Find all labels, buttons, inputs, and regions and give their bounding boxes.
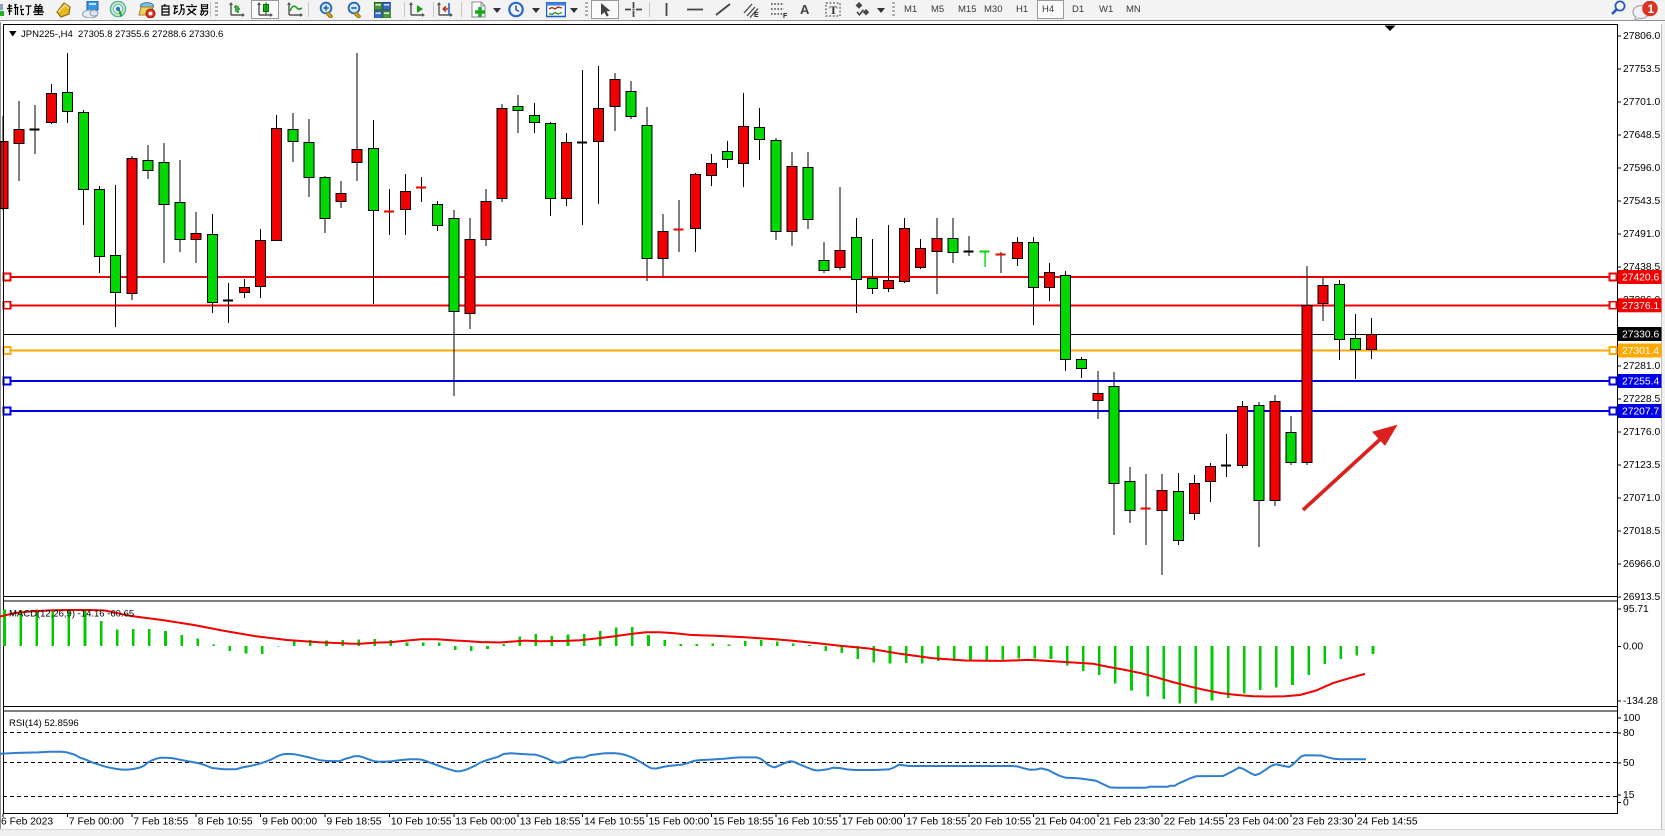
svg-text:27071.0: 27071.0 xyxy=(1623,493,1660,504)
svg-text:20 Feb 10:55: 20 Feb 10:55 xyxy=(971,817,1032,828)
svg-text:27176.0: 27176.0 xyxy=(1623,427,1660,438)
svg-text:27438.5: 27438.5 xyxy=(1623,262,1660,273)
svg-text:27701.0: 27701.0 xyxy=(1623,97,1660,108)
svg-text:16 Feb 10:55: 16 Feb 10:55 xyxy=(777,817,838,828)
svg-text:27596.0: 27596.0 xyxy=(1623,163,1660,174)
svg-text:27123.5: 27123.5 xyxy=(1623,460,1660,471)
svg-text:27543.5: 27543.5 xyxy=(1623,196,1660,207)
svg-text:27255.4: 27255.4 xyxy=(1622,377,1659,388)
svg-text:50: 50 xyxy=(1623,758,1635,769)
svg-text:14 Feb 10:55: 14 Feb 10:55 xyxy=(584,817,645,828)
svg-text:10 Feb 10:55: 10 Feb 10:55 xyxy=(391,817,452,828)
svg-text:22 Feb 14:55: 22 Feb 14:55 xyxy=(1164,817,1225,828)
svg-text:27491.0: 27491.0 xyxy=(1623,229,1660,240)
svg-text:24 Feb 14:55: 24 Feb 14:55 xyxy=(1357,817,1418,828)
svg-text:27301.4: 27301.4 xyxy=(1622,346,1659,357)
svg-text:JPN225-,H4 27305.8 27355.6 27: JPN225-,H4 27305.8 27355.6 27288.6 27330… xyxy=(21,29,223,40)
svg-text:80: 80 xyxy=(1623,728,1635,739)
svg-text:8 Feb 10:55: 8 Feb 10:55 xyxy=(198,817,253,828)
svg-text:0: 0 xyxy=(1623,798,1629,809)
svg-text:F: F xyxy=(783,13,788,18)
svg-text:95.71: 95.71 xyxy=(1623,604,1649,615)
svg-text:27420.6: 27420.6 xyxy=(1622,273,1659,284)
svg-text:6 Feb 2023: 6 Feb 2023 xyxy=(1,817,53,828)
svg-text:15 Feb 18:55: 15 Feb 18:55 xyxy=(713,817,774,828)
svg-text:23 Feb 04:00: 23 Feb 04:00 xyxy=(1228,817,1289,828)
svg-text:27330.6: 27330.6 xyxy=(1622,330,1659,341)
svg-text:9 Feb 00:00: 9 Feb 00:00 xyxy=(262,817,317,828)
svg-text:15 Feb 00:00: 15 Feb 00:00 xyxy=(649,817,710,828)
svg-text:MACD(12,26,9) -14.16 -60.65: MACD(12,26,9) -14.16 -60.65 xyxy=(9,609,134,620)
svg-text:17 Feb 18:55: 17 Feb 18:55 xyxy=(906,817,967,828)
svg-text:15: 15 xyxy=(1623,790,1635,801)
svg-text:26966.0: 26966.0 xyxy=(1623,559,1660,570)
svg-text:RSI(14) 52.8596: RSI(14) 52.8596 xyxy=(9,718,79,729)
svg-text:27376.1: 27376.1 xyxy=(1622,301,1659,312)
svg-text:21 Feb 04:00: 21 Feb 04:00 xyxy=(1035,817,1096,828)
svg-text:26913.5: 26913.5 xyxy=(1623,592,1660,603)
svg-text:27648.5: 27648.5 xyxy=(1623,130,1660,141)
svg-text:13 Feb 18:55: 13 Feb 18:55 xyxy=(520,817,581,828)
svg-text:0.00: 0.00 xyxy=(1623,642,1643,653)
svg-text:27806.0: 27806.0 xyxy=(1623,31,1660,42)
svg-text:1: 1 xyxy=(1648,2,1655,16)
svg-text:-134.28: -134.28 xyxy=(1623,696,1658,707)
svg-text:13 Feb 00:00: 13 Feb 00:00 xyxy=(455,817,516,828)
svg-text:9 Feb 18:55: 9 Feb 18:55 xyxy=(327,817,382,828)
svg-text:7 Feb 00:00: 7 Feb 00:00 xyxy=(69,817,124,828)
svg-text:27207.7: 27207.7 xyxy=(1622,407,1659,418)
svg-text:17 Feb 00:00: 17 Feb 00:00 xyxy=(842,817,903,828)
svg-text:7 Feb 18:55: 7 Feb 18:55 xyxy=(133,817,188,828)
svg-text:21 Feb 23:30: 21 Feb 23:30 xyxy=(1099,817,1160,828)
svg-text:27753.5: 27753.5 xyxy=(1623,64,1660,75)
svg-text:27228.5: 27228.5 xyxy=(1623,394,1660,405)
svg-text:23 Feb 23:30: 23 Feb 23:30 xyxy=(1293,817,1354,828)
svg-text:27018.5: 27018.5 xyxy=(1623,526,1660,537)
svg-text:E: E xyxy=(754,12,759,18)
svg-text:T: T xyxy=(829,3,837,17)
svg-text:27281.0: 27281.0 xyxy=(1623,361,1660,372)
svg-text:100: 100 xyxy=(1623,713,1640,724)
